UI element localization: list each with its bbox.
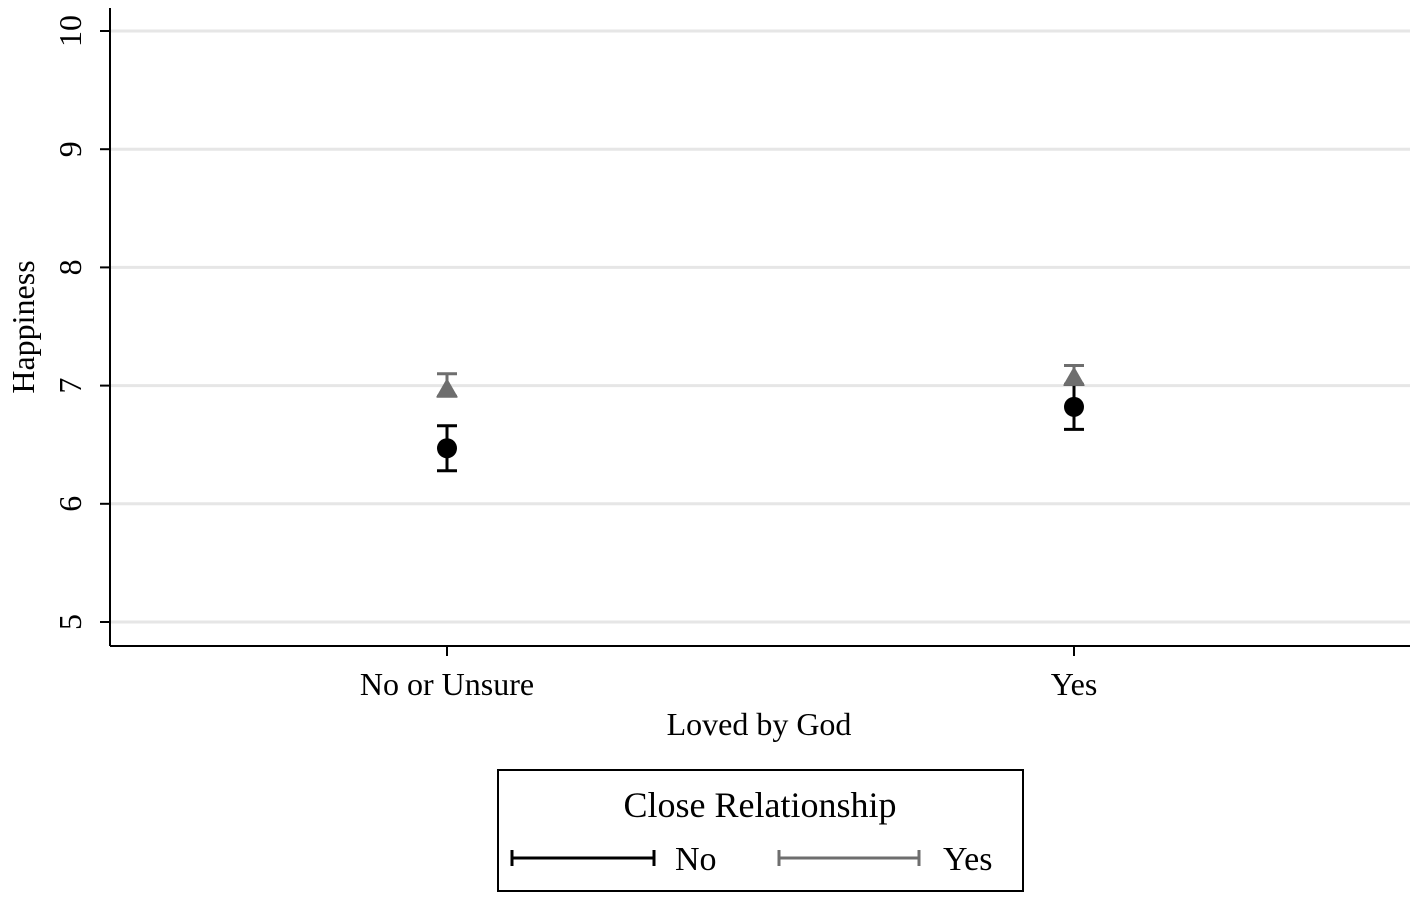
data-marks xyxy=(436,364,1085,473)
x-tick-label-1: No or Unsure xyxy=(360,666,534,702)
y-axis-title: Happiness xyxy=(5,260,41,393)
y-tick-label-9: 9 xyxy=(52,141,88,157)
marker-yes-1 xyxy=(436,378,458,398)
gridlines xyxy=(110,29,1410,624)
y-tick-label-7: 7 xyxy=(52,378,88,394)
legend: Close Relationship No Yes xyxy=(497,769,1024,892)
marker-no-1 xyxy=(437,438,457,459)
y-ticks: 5 6 7 8 9 10 xyxy=(52,15,110,630)
legend-box xyxy=(497,769,1024,892)
y-tick-label-5: 5 xyxy=(52,614,88,630)
marker-no-2 xyxy=(1064,396,1084,417)
legend-key-no: No xyxy=(510,841,717,878)
point-yes-1 xyxy=(436,372,458,398)
point-yes-2 xyxy=(1063,364,1085,386)
legend-key-yes: Yes xyxy=(777,841,992,878)
y-tick-label-8: 8 xyxy=(52,259,88,275)
y-tick-label-10: 10 xyxy=(52,15,88,47)
x-axis-title: Loved by God xyxy=(667,706,852,742)
marker-yes-2 xyxy=(1063,366,1085,386)
point-no-1 xyxy=(437,424,457,473)
x-ticks: No or Unsure Yes xyxy=(360,646,1097,702)
y-tick-label-6: 6 xyxy=(52,496,88,512)
x-tick-label-2: Yes xyxy=(1051,666,1098,702)
legend-label-no: No xyxy=(675,841,717,878)
legend-label-yes: Yes xyxy=(943,841,992,878)
axes xyxy=(109,8,1410,647)
legend-title: Close Relationship xyxy=(624,785,897,825)
point-no-2 xyxy=(1064,382,1084,431)
